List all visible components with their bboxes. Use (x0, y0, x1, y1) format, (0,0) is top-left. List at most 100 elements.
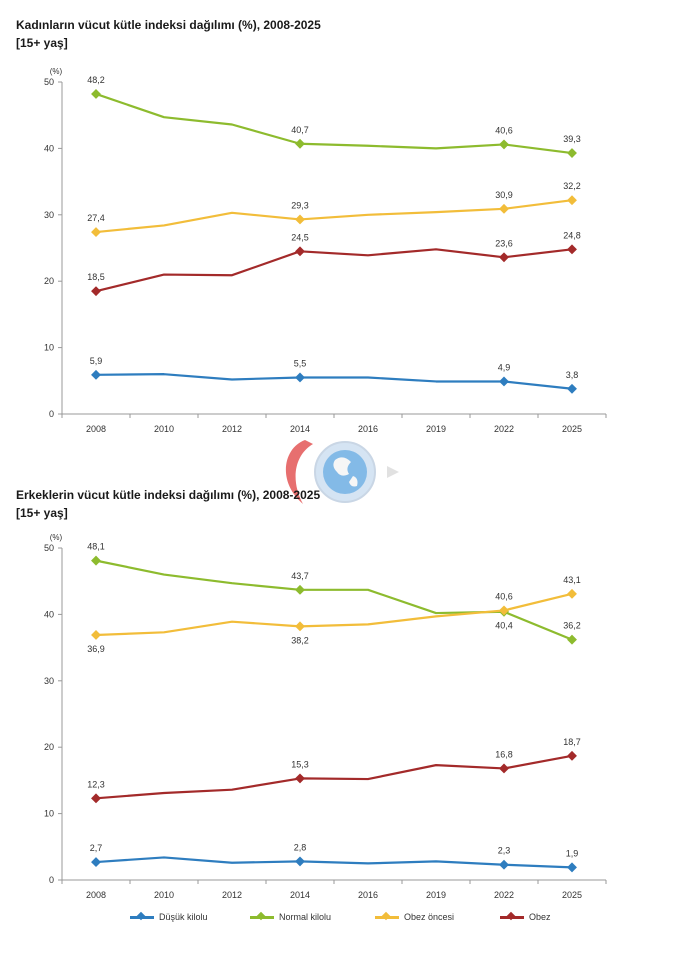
data-label: 2,7 (90, 843, 103, 853)
legend-item-preobese: Obez öncesi (375, 912, 454, 922)
y-tick-label: 30 (44, 210, 54, 220)
data-label: 40,7 (291, 125, 309, 135)
data-label: 24,8 (563, 230, 581, 240)
x-tick-label: 2014 (290, 424, 310, 434)
y-tick-label: 20 (44, 276, 54, 286)
men-bmi-chart: 0 10 20 30 40 50(%) 2008 2010 2012 2014 2016 2019 20… (44, 533, 607, 900)
x-tick-label: 2022 (494, 424, 514, 434)
data-label: 24,5 (291, 232, 309, 242)
data-label: 12,3 (87, 779, 105, 789)
y-tick-label: 50 (44, 77, 54, 87)
data-label: 48,2 (87, 75, 105, 85)
series-marker (567, 588, 577, 599)
y-tick-label: 30 (44, 676, 54, 686)
series-marker (499, 859, 509, 870)
data-label: 16,8 (495, 749, 513, 759)
x-tick-label: 2012 (222, 890, 242, 900)
y-tick-label: 20 (44, 742, 54, 752)
data-label: 5,5 (294, 358, 307, 368)
y-tick-label: 0 (49, 875, 54, 885)
legend-label: Normal kilolu (279, 912, 332, 922)
x-tick-label: 2008 (86, 890, 106, 900)
data-label: 38,2 (291, 635, 309, 645)
series-marker (499, 139, 509, 150)
series-line (95, 592, 573, 637)
series-marker (295, 214, 305, 225)
data-label: 39,3 (563, 134, 581, 144)
legend-label: Düşük kilolu (159, 912, 208, 922)
series-marker (499, 252, 509, 263)
data-label: 43,1 (563, 575, 581, 585)
x-tick-label: 2012 (222, 424, 242, 434)
data-label: 3,8 (566, 370, 579, 380)
series-line (95, 754, 573, 800)
x-tick-label: 2008 (86, 424, 106, 434)
data-label: 40,6 (495, 591, 513, 601)
series-marker (499, 376, 509, 387)
chart-1-subtitle: [15+ yaş] (16, 36, 68, 50)
series-marker (295, 856, 305, 867)
y-tick-label: 40 (44, 609, 54, 619)
series-marker (91, 555, 101, 566)
data-label: 36,2 (563, 621, 581, 631)
legend-label: Obez (529, 912, 551, 922)
series-line (95, 248, 573, 293)
x-tick-label: 2025 (562, 890, 582, 900)
series-marker (295, 773, 305, 784)
legend: Düşük kilolu Normal kilolu Obez öncesi O… (0, 908, 681, 930)
series-marker (295, 138, 305, 149)
series-marker (91, 630, 101, 640)
data-label: 48,1 (87, 542, 105, 552)
y-tick-label: 50 (44, 543, 54, 553)
series-marker (499, 763, 509, 774)
series-line (95, 856, 573, 869)
data-label: 4,9 (498, 362, 511, 372)
series-marker (567, 244, 577, 255)
data-label: 32,2 (563, 181, 581, 191)
data-label: 29,3 (291, 200, 309, 210)
chart-2-title: Erkeklerin vücut kütle indeksi dağılımı … (16, 488, 321, 502)
series-marker (91, 369, 101, 380)
series-marker (567, 634, 577, 645)
data-label: 30,9 (495, 190, 513, 200)
series-marker (91, 793, 101, 804)
y-axis-label: (%) (50, 533, 63, 542)
data-label: 5,9 (90, 356, 103, 366)
data-label: 18,5 (87, 272, 105, 282)
legend-swatch (500, 915, 524, 919)
x-tick-label: 2016 (358, 890, 378, 900)
x-tick-label: 2016 (358, 424, 378, 434)
series-marker (295, 246, 305, 257)
series-line (95, 92, 573, 155)
series-marker (499, 203, 509, 214)
legend-item-underweight: Düşük kilolu (130, 912, 208, 922)
data-label: 43,7 (291, 571, 309, 581)
x-tick-label: 2014 (290, 890, 310, 900)
data-label: 15,3 (291, 759, 309, 769)
data-label: 27,4 (87, 213, 105, 223)
data-label: 40,4 (495, 621, 513, 631)
women-bmi-chart: 0 10 20 30 40 50(%) 2008 2010 2012 2014 2016 2019 20… (44, 67, 607, 434)
series-marker (567, 383, 577, 394)
data-label: 40,6 (495, 125, 513, 135)
x-tick-label: 2010 (154, 424, 174, 434)
x-tick-label: 2019 (426, 890, 446, 900)
series-line (95, 199, 573, 234)
y-axis-label: (%) (50, 67, 63, 76)
series-marker (295, 621, 305, 632)
data-label: 1,9 (566, 848, 579, 858)
series-marker (295, 372, 305, 383)
series-marker (295, 584, 305, 595)
series-marker (91, 89, 101, 99)
y-tick-label: 40 (44, 143, 54, 153)
series-marker (91, 286, 101, 297)
legend-swatch (375, 915, 399, 919)
data-label: 2,8 (294, 842, 307, 852)
series-marker (567, 195, 577, 206)
chart-1-title: Kadınların vücut kütle indeksi dağılımı … (16, 18, 321, 32)
y-tick-label: 10 (44, 809, 54, 819)
data-label: 18,7 (563, 737, 581, 747)
series-line (95, 373, 573, 390)
y-tick-label: 0 (49, 409, 54, 419)
data-label: 36,9 (87, 644, 105, 654)
